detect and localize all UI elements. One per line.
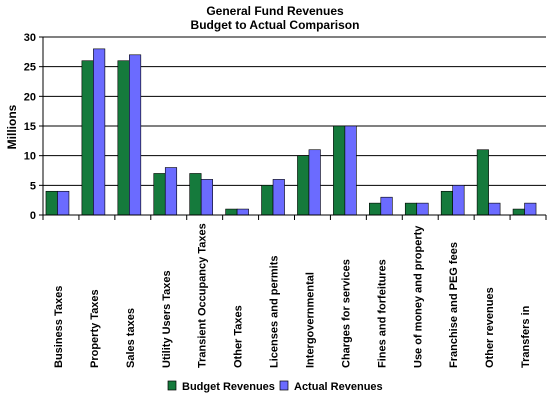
- chart-subtitle: Budget to Actual Comparison: [191, 18, 360, 32]
- category-label: Other revenues: [484, 287, 496, 368]
- category-label: Business Taxes: [53, 286, 65, 368]
- bar: [512, 208, 525, 216]
- bar: [225, 208, 238, 216]
- legend-label-actual: Actual Revenues: [294, 381, 383, 393]
- bar: [272, 179, 285, 216]
- bar: [200, 179, 213, 216]
- bar: [344, 125, 357, 216]
- legend: Budget Revenues Actual Revenues: [167, 380, 383, 393]
- bar: [57, 190, 70, 216]
- y-tick-label: 25: [24, 62, 36, 74]
- bar: [93, 48, 106, 216]
- category-label: Property Taxes: [89, 289, 101, 368]
- legend-swatch-budget: [167, 380, 177, 391]
- bar: [488, 202, 501, 216]
- category-label: Fines and forfeitures: [376, 259, 388, 368]
- category-label: Use of money and property: [412, 225, 424, 368]
- category-label: Transient Occupancy Taxes: [197, 223, 209, 368]
- bar: [333, 125, 346, 216]
- bar: [476, 149, 489, 216]
- bar: [153, 173, 166, 216]
- y-tick-label: 30: [24, 32, 36, 44]
- bar: [440, 190, 453, 216]
- bar: [189, 173, 202, 216]
- bar: [117, 60, 130, 216]
- y-axis-label: Millions: [5, 104, 19, 149]
- legend-swatch-actual: [279, 380, 289, 391]
- category-label: Sales taxes: [125, 308, 137, 368]
- bar: [164, 167, 178, 216]
- bar: [308, 149, 321, 216]
- bar: [129, 54, 142, 216]
- category-label: Licenses and permits: [269, 256, 281, 369]
- y-tick-label: 0: [30, 210, 36, 222]
- y-tick-label: 20: [24, 91, 36, 103]
- bar: [81, 60, 94, 216]
- y-tick-label: 5: [30, 180, 36, 192]
- y-tick-label: 15: [24, 121, 36, 133]
- category-label: Other Taxes: [233, 305, 245, 368]
- bar: [452, 185, 465, 216]
- bar: [369, 202, 382, 216]
- bar: [416, 202, 429, 216]
- legend-label-budget: Budget Revenues: [182, 381, 275, 393]
- bar: [297, 155, 310, 216]
- bar: [45, 190, 58, 216]
- category-label: Franchise and PEG fees: [448, 242, 460, 368]
- chart-title: General Fund Revenues: [206, 4, 344, 18]
- category-label: Charges for services: [340, 259, 352, 368]
- category-label: Intergovernmental: [304, 272, 316, 368]
- category-label: Transfers in: [520, 305, 532, 368]
- bar: [236, 208, 249, 216]
- category-label: Utility Users Taxes: [161, 270, 173, 368]
- bar: [524, 202, 537, 216]
- y-tick-label: 10: [24, 151, 36, 163]
- bar: [261, 185, 274, 216]
- plot-area: 0 5 10 15 20 25 30 Business Taxes Property Taxes…: [24, 32, 547, 369]
- bar: [404, 202, 418, 216]
- bar: [380, 196, 393, 216]
